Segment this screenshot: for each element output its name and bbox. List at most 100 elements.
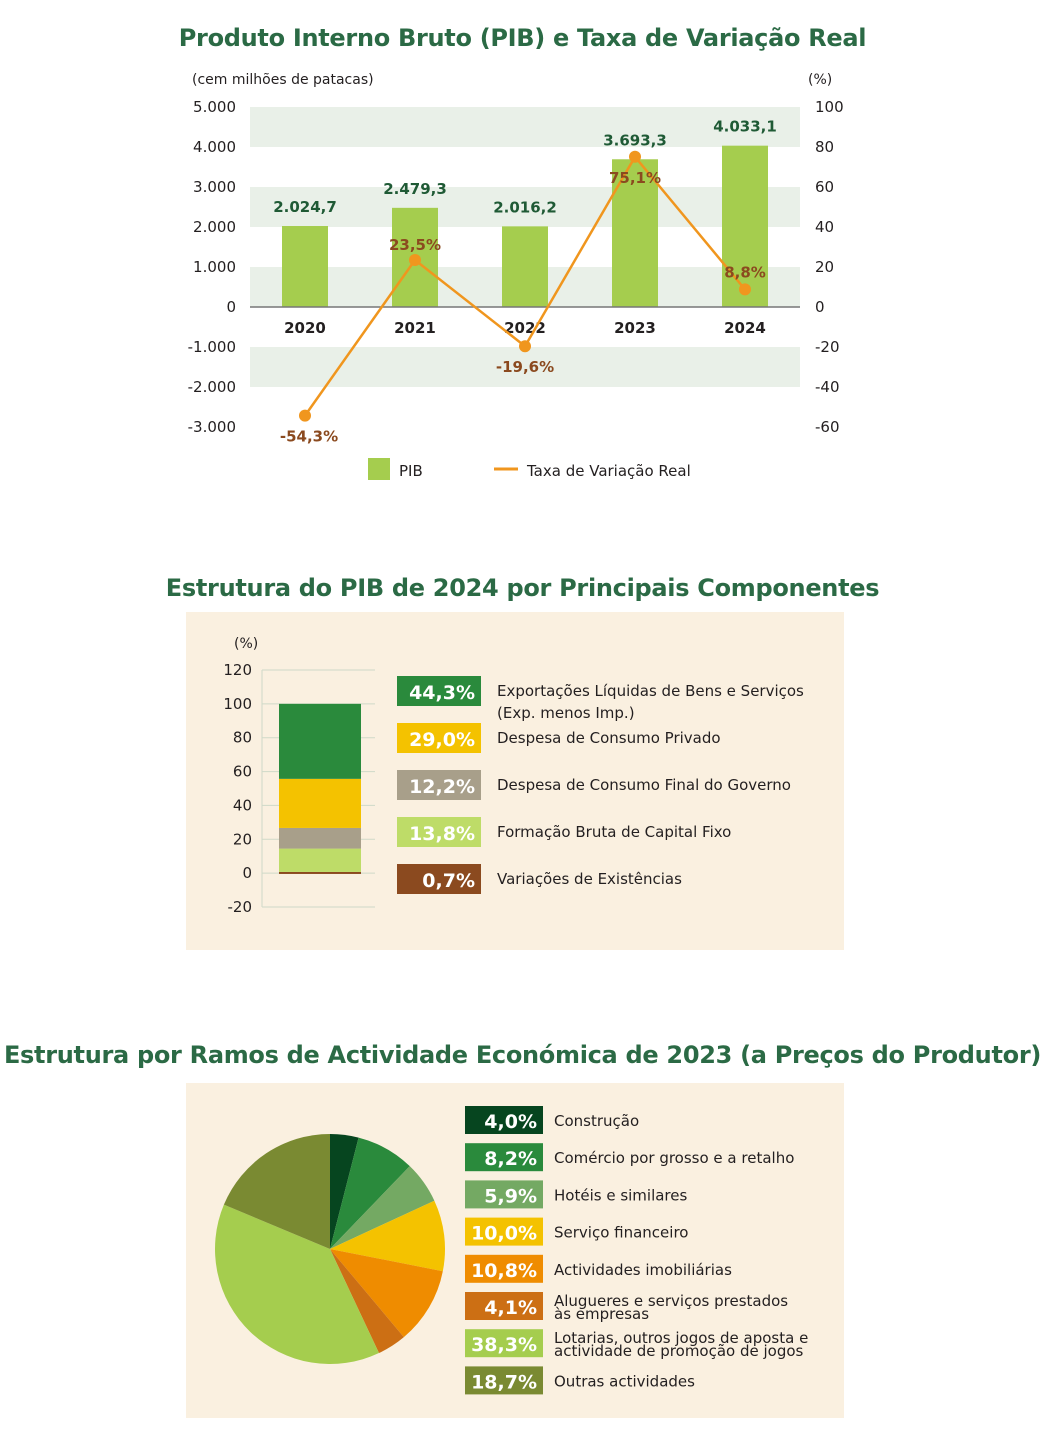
right-tick-label: 20: [815, 258, 834, 276]
year-label: 2024: [724, 319, 766, 337]
gdp-bar: [282, 226, 328, 307]
growth-rate-label: 75,1%: [609, 169, 661, 187]
year-label: 2020: [284, 319, 326, 337]
right-axis-label: (%): [808, 72, 832, 88]
pie-slice-name: Actividades imobiliárias: [554, 1261, 732, 1279]
left-tick-label: 3.000: [193, 178, 236, 196]
tick-label: 100: [223, 695, 252, 713]
pie-value-box: [465, 1292, 543, 1320]
right-tick-label: -40: [815, 378, 840, 396]
legend: PIB Taxa de Variação Real: [368, 458, 691, 480]
pie-value-label: 5,9%: [484, 1185, 537, 1207]
left-tick-label: 2.000: [193, 218, 236, 236]
component-name: Despesa de Consumo Privado: [497, 729, 721, 747]
left-tick-label: 5.000: [193, 98, 236, 116]
growth-rate-label: 23,5%: [389, 236, 441, 254]
pie-slice: [330, 1166, 435, 1249]
pie-value-label: 18,7%: [471, 1371, 537, 1393]
component-value-label: 44,3%: [409, 682, 475, 704]
gdp-bar-label: 2.016,2: [493, 198, 557, 216]
year-label: 2021: [394, 319, 436, 337]
growth-rate-point: [299, 409, 311, 422]
pie-slice-name: Serviço financeiro: [554, 1224, 688, 1242]
component-value-label: 12,2%: [409, 776, 475, 798]
legend-line-label: Taxa de Variação Real: [526, 462, 691, 480]
pie-slice-name: Alugueres e serviços prestados: [554, 1292, 788, 1310]
tick-label: 40: [233, 796, 252, 814]
left-tick-label: 4.000: [193, 138, 236, 156]
component-name: Despesa de Consumo Final do Governo: [497, 776, 791, 794]
pie-slice-name-line2: actividade de promoção de jogos: [554, 1342, 804, 1360]
pie-value-label: 8,2%: [484, 1148, 537, 1170]
gdp-bar: [722, 145, 768, 307]
tick-label: 80: [233, 729, 252, 747]
pie-slice-name-line2: às empresas: [554, 1305, 649, 1323]
gdp-bar: [502, 226, 548, 307]
pie-slice: [215, 1204, 379, 1364]
growth-rate-label: -19,6%: [496, 358, 554, 376]
right-tick-label: -20: [815, 338, 840, 356]
pie-slice-name: Comércio por grosso e a retalho: [554, 1149, 794, 1167]
right-tick-label: -60: [815, 418, 840, 436]
tick-label: -20: [228, 898, 253, 916]
year-label: 2022: [504, 319, 546, 337]
pie-value-box: [465, 1217, 543, 1246]
pie-value-box: [465, 1366, 543, 1395]
gdp-bar-label: 3.693,3: [603, 131, 667, 149]
pie-slice-name: Lotarias, outros jogos de aposta e: [554, 1329, 808, 1347]
tick-label: 0: [242, 864, 252, 882]
left-tick-label: 1.000: [193, 258, 236, 276]
right-tick-label: 100: [815, 98, 844, 116]
component-value-box: [397, 864, 481, 894]
component-value-box: [397, 817, 481, 847]
growth-rate-point: [409, 254, 421, 266]
component-name: Formação Bruta de Capital Fixo: [497, 823, 731, 841]
left-tick-label: -3.000: [188, 418, 236, 436]
component-segment: [279, 703, 361, 779]
pie-slice-name: Hotéis e similares: [554, 1186, 688, 1204]
component-value-label: 13,8%: [409, 823, 475, 845]
gdp-chart: (cem milhões de patacas) (%) 5.000 4.000 3…: [188, 72, 844, 480]
left-tick-label: 0: [226, 298, 236, 316]
component-value-label: 0,7%: [422, 870, 475, 892]
growth-rate-point: [519, 340, 531, 353]
growth-rate-point: [629, 150, 641, 163]
gdp-components-chart: (%) 120 100 80 60 40 20 0 -20 44,3% Exportações …: [223, 636, 804, 916]
gdp-bar-label: 4.033,1: [713, 118, 777, 136]
right-tick-label: 60: [815, 178, 834, 196]
chart3-title: Estrutura por Ramos de Actividade Económ…: [3, 1041, 1042, 1069]
pie-slice: [330, 1134, 359, 1249]
tick-label: 60: [233, 763, 252, 781]
growth-rate-label: 8,8%: [724, 263, 766, 281]
gdp-bar-label: 2.479,3: [383, 180, 447, 198]
component-segment: [279, 871, 361, 874]
pie-value-label: 4,1%: [484, 1297, 537, 1319]
component-value-box: [397, 770, 481, 800]
pie-slice-name: Outras actividades: [554, 1372, 695, 1390]
component-value-box: [397, 723, 481, 753]
pie-value-label: 38,3%: [471, 1334, 537, 1356]
pie-value-box: [465, 1329, 543, 1358]
component-value-label: 29,0%: [409, 729, 475, 751]
growth-rate-point: [739, 283, 751, 296]
component-value-box: [397, 676, 481, 706]
tick-label: 20: [233, 830, 252, 848]
legend-bar-swatch: [368, 458, 390, 480]
pie-value-box: [465, 1254, 543, 1283]
tick-label: 120: [223, 661, 252, 679]
right-tick-label: 80: [815, 138, 834, 156]
gdp-bar-label: 2.024,7: [273, 198, 337, 216]
component-name-line2: (Exp. menos Imp.): [497, 704, 635, 722]
component-segment: [279, 848, 361, 872]
pie-value-box: [465, 1143, 543, 1172]
pie-value-box: [465, 1106, 543, 1134]
grid-band: [250, 107, 800, 147]
pie-slice: [330, 1249, 443, 1338]
chart2-axis-unit: (%): [234, 636, 258, 652]
pie-slice: [223, 1134, 330, 1249]
right-tick-label: 40: [815, 218, 834, 236]
right-tick-label: 0: [815, 298, 825, 316]
left-tick-label: -1.000: [188, 338, 236, 356]
pie-slice: [330, 1137, 410, 1249]
pie-value-box: [465, 1180, 543, 1209]
